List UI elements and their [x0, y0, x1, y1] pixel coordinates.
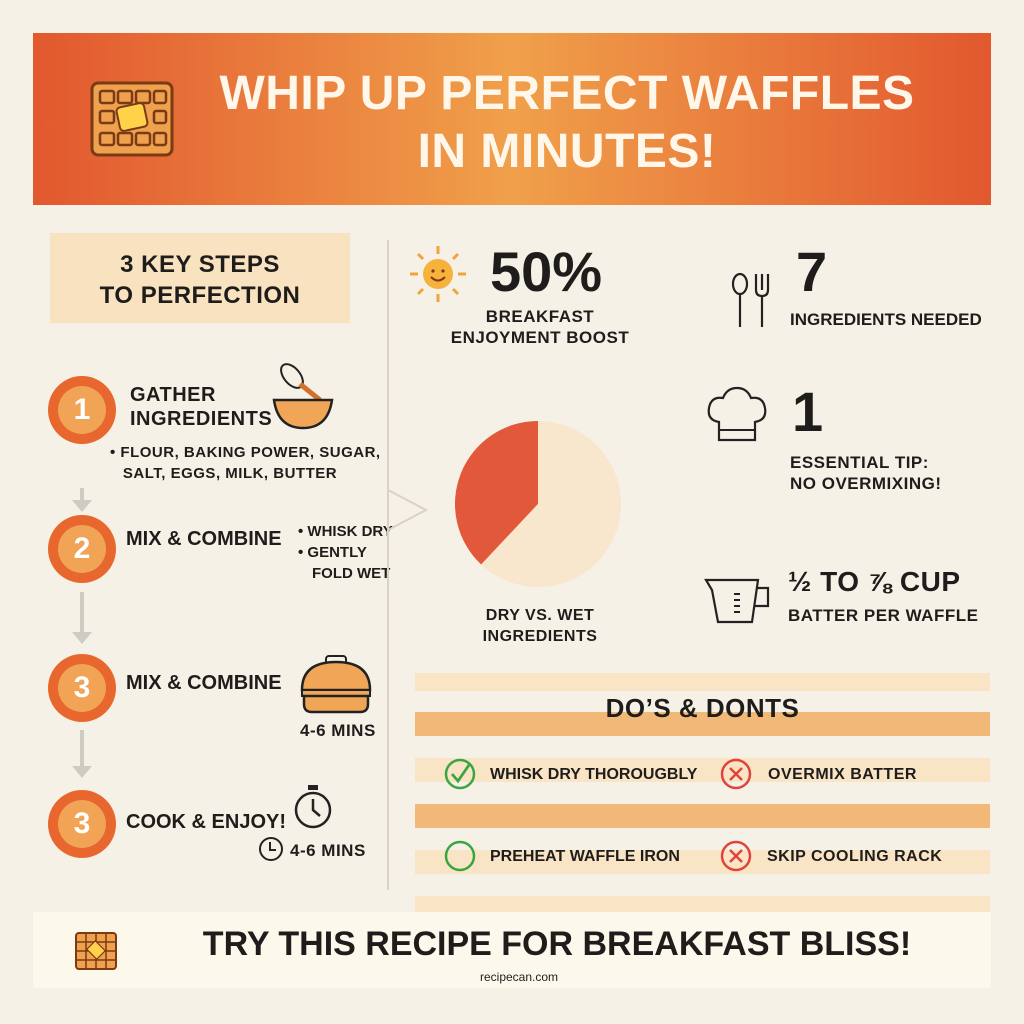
steps-title-line1: 3 Key Steps — [120, 251, 280, 278]
x-circle-icon — [720, 758, 752, 790]
step-detail: • Flour, Baking Power, Sugar, Salt, Eggs,… — [110, 442, 381, 484]
step-number: 1 — [58, 386, 106, 434]
step-number: 3 — [58, 664, 106, 712]
spoon-fork-icon — [731, 272, 770, 327]
stat-boost-label-line2: Enjoyment Boost — [450, 328, 630, 347]
divider-chevron — [387, 489, 429, 531]
stripe — [415, 712, 990, 736]
footer-banner: Try This Recipe for Breakfast Bliss! rec… — [33, 912, 991, 988]
step-bullet: Fold Wet — [312, 565, 391, 582]
step-time: 4-6 mins — [300, 721, 376, 740]
step-number-badge: 3 — [48, 654, 116, 722]
pie-caption-line2: Ingredients — [482, 628, 598, 645]
stat-boost-label-line1: Breakfast — [485, 307, 595, 326]
stripe — [415, 804, 990, 828]
stat-tip-label-line1: Essential Tip: — [790, 453, 929, 472]
stat-batter-label: Batter per Waffle — [788, 606, 979, 625]
step-number-badge: 1 — [48, 376, 116, 444]
pie-caption: Dry vs. Wet Ingredients — [460, 605, 620, 647]
pie-slice — [481, 421, 621, 587]
pie-slice — [455, 421, 538, 565]
stat-ingredients-label: Ingredients Needed — [790, 310, 982, 329]
stat-batter-value: ½ to ⅞ cup — [788, 566, 961, 597]
steps-title: 3 Key Steps to Perfection — [50, 233, 350, 323]
step-label: Mix & Combine — [126, 528, 282, 550]
chef-hat-icon — [707, 386, 767, 442]
stat-tip-label-line2: No Overmixing! — [790, 474, 942, 493]
step-number-badge: 2 — [48, 515, 116, 583]
step-bullets: • Whisk Dry • Gently Fold Wet — [298, 521, 393, 584]
step-bullet: • Gently — [298, 544, 367, 561]
step-label-line1: Gather — [130, 384, 216, 406]
arrow-down-icon — [72, 730, 92, 778]
step-label: Cook & Enjoy! — [126, 811, 287, 833]
stripe — [415, 896, 990, 912]
step-bullet: • Whisk Dry — [298, 523, 393, 540]
step-label: Gather Ingredients — [130, 383, 272, 431]
dry-wet-pie-chart — [455, 421, 621, 587]
dont-item: Overmix Batter — [768, 766, 917, 783]
check-circle-icon — [444, 758, 476, 790]
stat-boost-value: 50% — [490, 240, 603, 303]
clock-icon — [259, 837, 283, 861]
waffle-butter-icon — [75, 932, 117, 970]
step-detail-line1: • Flour, Baking Power, Sugar, — [110, 444, 381, 461]
dos-donts-title: Do’s & Donts — [605, 693, 800, 723]
do-item: Whisk Dry Thorougbly — [490, 766, 698, 783]
waffle-butter-icon — [90, 81, 174, 157]
step-label: Mix & Combine — [126, 672, 282, 694]
step-number: 3 — [58, 800, 106, 848]
arrow-down-icon — [72, 592, 92, 644]
step-label-line2: Ingredients — [130, 408, 273, 430]
step-time: 4-6 mins — [290, 841, 366, 860]
do-item: Preheat Waffle Iron — [490, 848, 680, 865]
step-number-badge: 3 — [48, 790, 116, 858]
stopwatch-icon — [294, 785, 332, 829]
stripe — [415, 758, 990, 782]
measuring-cup-icon — [704, 578, 770, 624]
x-circle-icon — [720, 840, 752, 872]
watermark: recipecan.com — [480, 970, 559, 984]
page-title: Whip Up Perfect Waffles in Minutes! — [219, 67, 915, 178]
step-number: 2 — [58, 525, 106, 573]
footer-cta: Try This Recipe for Breakfast Bliss! — [202, 925, 912, 963]
step-detail-line2: Salt, Eggs, Milk, Butter — [122, 465, 338, 482]
pie-caption-line1: Dry vs. Wet — [485, 607, 595, 624]
stripe — [415, 673, 990, 691]
stripe — [415, 850, 990, 874]
sun-smile-icon — [410, 246, 466, 302]
stat-boost-label: Breakfast Enjoyment Boost — [445, 306, 635, 348]
steps-title-line2: to Perfection — [99, 282, 301, 309]
arrow-down-icon — [72, 488, 92, 512]
dont-item: Skip Cooling Rack — [767, 848, 943, 865]
divider — [387, 240, 389, 890]
whisk-bowl-icon — [272, 363, 334, 430]
empty-circle-icon — [444, 840, 476, 872]
stat-tip-label: Essential Tip: No Overmixing! — [790, 452, 942, 494]
waffle-iron-icon — [300, 655, 372, 714]
stat-ingredients-value: 7 — [796, 240, 828, 303]
header-banner: Whip Up Perfect Waffles in Minutes! — [33, 33, 991, 205]
stat-tip-value: 1 — [792, 380, 824, 443]
